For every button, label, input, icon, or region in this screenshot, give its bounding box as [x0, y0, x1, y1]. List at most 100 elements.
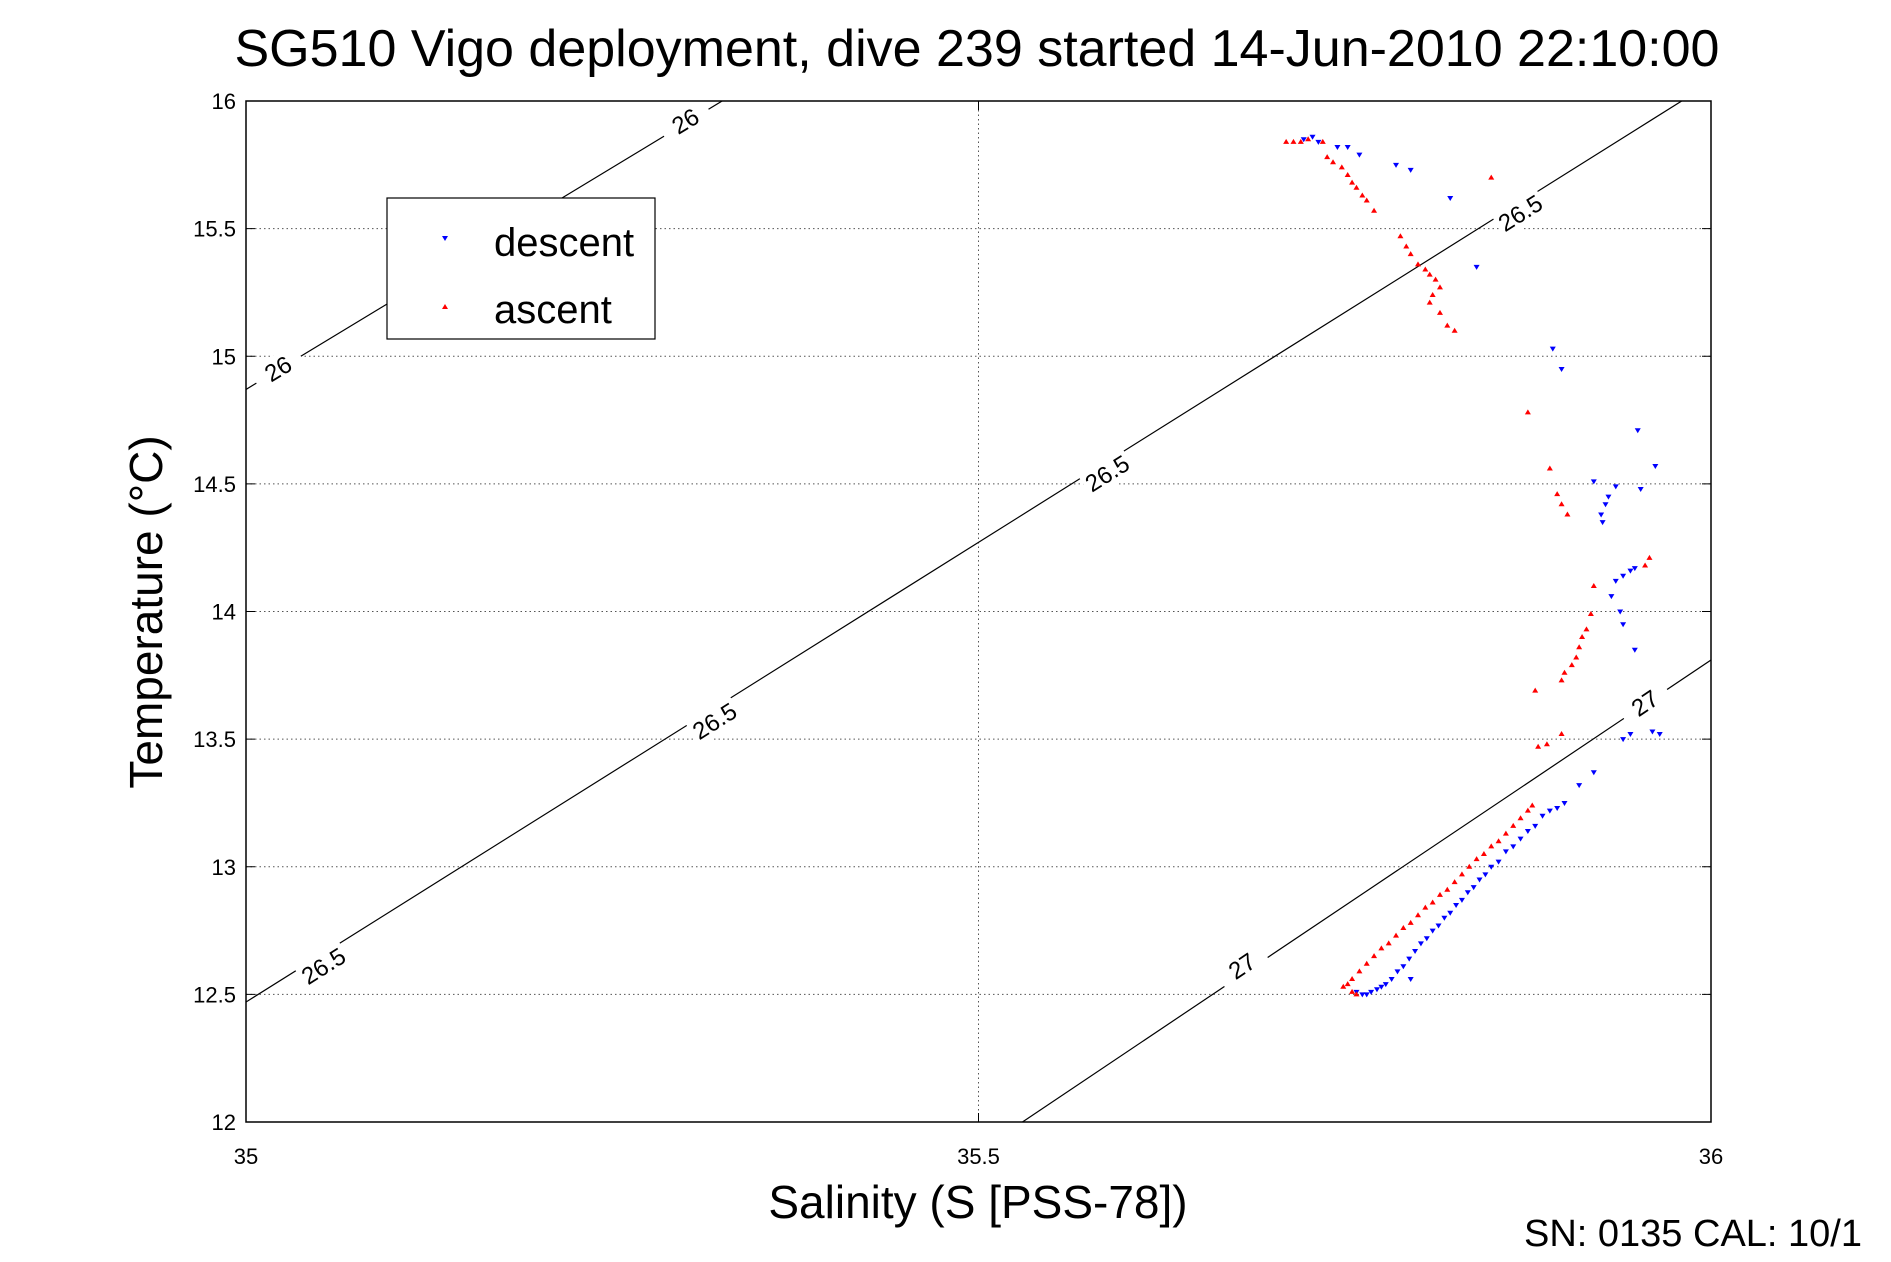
ascent-point — [1344, 172, 1351, 178]
descent-point — [1590, 770, 1597, 776]
x-tick-label: 35 — [234, 1144, 258, 1169]
ascent-point — [1429, 899, 1436, 905]
legend: descent ascent — [386, 197, 656, 340]
descent-point — [1558, 367, 1565, 373]
x-tick-label: 35.5 — [957, 1144, 1000, 1169]
y-tick-label: 15 — [212, 344, 236, 369]
descent-point — [1605, 494, 1612, 500]
y-tick-label: 16 — [212, 89, 236, 114]
descent-point — [1473, 264, 1480, 270]
label-backdrop — [1212, 940, 1272, 993]
ascent-point — [1576, 644, 1583, 650]
ascent-point — [1400, 925, 1407, 931]
ascent-point — [1422, 904, 1429, 910]
descent-point — [1488, 864, 1495, 870]
y-tick-label: 14.5 — [193, 472, 236, 497]
ascent-point — [1444, 886, 1451, 892]
descent-point — [1590, 479, 1597, 485]
ascent-point — [1297, 138, 1304, 144]
descent-point — [1400, 964, 1407, 970]
label-backdrop — [248, 343, 308, 395]
label-backdrop — [294, 940, 354, 992]
ascent-point — [1319, 138, 1326, 144]
descent-point — [1502, 849, 1509, 855]
y-tick-label: 13.5 — [193, 727, 236, 752]
descent-point — [1412, 948, 1419, 954]
ascent-point — [1363, 960, 1370, 966]
ascent-point — [1488, 174, 1495, 180]
ascent-point — [1340, 983, 1347, 989]
series-descent — [1300, 134, 1663, 998]
descent-point — [1309, 134, 1316, 140]
ascent-point — [1535, 743, 1542, 749]
ascent-point — [1436, 891, 1443, 897]
ascent-point — [1554, 491, 1561, 497]
ascent-point — [1466, 863, 1473, 869]
ascent-point — [1283, 138, 1290, 144]
ascent-point — [1642, 562, 1649, 568]
ascent-point — [1587, 611, 1594, 617]
descent-point — [1393, 162, 1400, 168]
ascent-point — [1558, 677, 1565, 683]
ascent-point — [1371, 207, 1378, 213]
descent-point — [1652, 464, 1659, 470]
ascent-point — [1422, 266, 1429, 272]
x-axis-ticks: 35 35.5 36 — [234, 101, 1723, 1169]
ascent-point — [1495, 838, 1502, 844]
descent-point — [1631, 566, 1638, 572]
descent-point — [1576, 783, 1583, 789]
ascent-point — [1524, 409, 1531, 415]
y-axis-label: Temperature (°C) — [120, 435, 172, 788]
ascent-point — [1436, 284, 1443, 290]
ascent-point — [1561, 669, 1568, 675]
descent-point — [1631, 647, 1638, 653]
x-axis-label: Salinity (S [PSS-78]) — [768, 1176, 1187, 1228]
descent-point — [1435, 923, 1442, 929]
descent-point — [1510, 844, 1517, 850]
descent-point — [1532, 823, 1539, 829]
isopycnal-label: 26.5 — [1491, 187, 1551, 239]
ascent-point — [1330, 159, 1337, 165]
ascent-point — [1524, 807, 1531, 813]
legend-label-descent: descent — [494, 221, 634, 265]
ascent-point — [1480, 850, 1487, 856]
ascent-point — [1385, 940, 1392, 946]
ascent-point — [1407, 251, 1414, 257]
isopycnal-label: 26.5 — [294, 940, 354, 992]
descent-point — [1549, 346, 1556, 352]
ascent-point — [1338, 164, 1345, 170]
label-backdrop — [1077, 447, 1137, 500]
descent-point — [1378, 984, 1385, 990]
isopycnal-line — [1022, 659, 1711, 1122]
legend-label-ascent: ascent — [494, 288, 612, 332]
isopycnal-label: 26.5 — [1077, 447, 1137, 500]
y-tick-label: 15.5 — [193, 217, 236, 242]
descent-point — [1368, 989, 1375, 995]
legend-box — [386, 197, 656, 340]
descent-point — [1382, 982, 1389, 988]
descent-point — [1447, 910, 1454, 916]
descent-point — [1453, 903, 1460, 909]
ascent-point — [1488, 843, 1495, 849]
ascent-point — [1426, 271, 1433, 277]
ascent-point — [1458, 871, 1465, 877]
descent-point — [1334, 144, 1341, 150]
descent-point — [1470, 885, 1477, 891]
data-series — [1283, 134, 1663, 998]
series-ascent — [1283, 136, 1653, 997]
chart-title: SG510 Vigo deployment, dive 239 started … — [235, 20, 1720, 78]
descent-point — [1620, 573, 1627, 579]
descent-point — [1617, 609, 1624, 615]
descent-point — [1356, 152, 1363, 158]
descent-point — [1407, 977, 1414, 983]
ascent-point — [1590, 582, 1597, 588]
ascent-point — [1415, 912, 1421, 918]
ascent-point — [1583, 626, 1590, 632]
descent-point — [1524, 829, 1531, 835]
ascent-point — [1546, 465, 1553, 471]
descent-point — [1627, 732, 1634, 738]
ascent-point — [1426, 299, 1433, 305]
isopycnal-label: 27 — [1615, 677, 1675, 730]
descent-point — [1407, 167, 1414, 173]
